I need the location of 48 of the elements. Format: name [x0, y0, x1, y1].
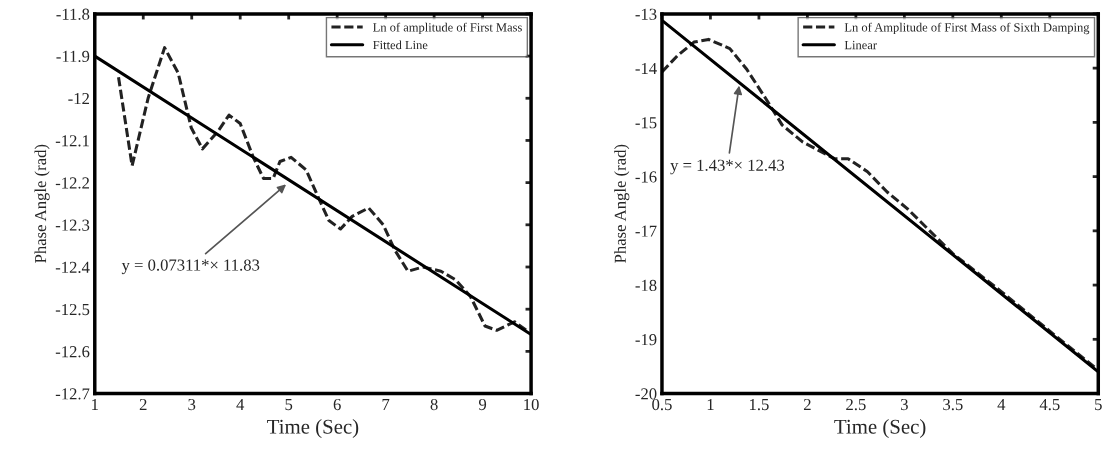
y-tick-label: -12.7 — [55, 388, 90, 400]
x-tick-label: 3.5 — [943, 398, 963, 411]
y-tick-label: -19 — [635, 334, 657, 346]
y-tick-label: -12.2 — [55, 177, 89, 189]
x-tick-label: 1.5 — [749, 398, 769, 411]
x-tick-label: 7 — [382, 399, 390, 410]
y-tick-label: -12.5 — [55, 303, 90, 316]
x-tick-label: 8 — [430, 398, 438, 411]
x-tick-label: 1 — [92, 398, 98, 410]
x-tick-label: 5 — [285, 399, 293, 411]
x-tick-label: 3 — [188, 398, 196, 411]
x-tick-label: 9 — [478, 398, 487, 411]
y-tick-label: -16 — [635, 171, 657, 183]
x-tick-label: 2.5 — [846, 398, 866, 411]
y-axis-title: Phase Angle (rad) — [34, 144, 50, 263]
y-tick-label: -20 — [635, 388, 657, 400]
y-tick-label: -15 — [635, 117, 657, 129]
legend-label: Linear — [844, 40, 877, 50]
annotation: y = 0.07311*× 11.83 — [121, 259, 260, 275]
y-tick-label: -12.4 — [55, 261, 90, 274]
x-tick-label: 5 — [1095, 399, 1102, 411]
x-tick-label: 1 — [707, 398, 714, 410]
x-tick-label: 4.5 — [1039, 399, 1060, 411]
x-tick-label: 10 — [524, 398, 539, 411]
y-tick-label: -12.1 — [55, 135, 89, 147]
x-tick-label: 4 — [997, 399, 1006, 410]
annotation: y = 1.43*× 12.43 — [670, 159, 785, 175]
x-tick-label: 2 — [803, 398, 811, 410]
legend-label: Ln of amplitude of First Mass — [373, 22, 522, 35]
x-tick-label: 4 — [236, 399, 245, 410]
x-axis-title: Time (Sec) — [834, 419, 926, 438]
y-tick-label: -12.3 — [55, 219, 90, 231]
y-tick-label: -14 — [635, 62, 657, 74]
y-tick-label: -18 — [635, 279, 657, 292]
x-axis-title: Time (Sec) — [267, 419, 359, 438]
legend-label: Fitted Line — [373, 40, 428, 50]
y-axis-title: Phase Angle (rad) — [614, 144, 630, 263]
y-tick-label: -11.9 — [56, 50, 90, 63]
y-tick-label: -13 — [635, 8, 657, 20]
y-tick-label: -12.6 — [55, 346, 90, 358]
y-tick-label: -12 — [68, 93, 89, 105]
x-tick-label: 2 — [139, 398, 147, 410]
x-tick-label: 6 — [333, 398, 341, 411]
x-tick-label: 3 — [900, 398, 908, 411]
y-tick-label: -11.8 — [56, 8, 90, 20]
legend-label: Ln of Amplitude of First Mass of Sixth Damping — [844, 22, 1090, 35]
x-tick-label: 0.5 — [652, 398, 672, 411]
y-tick-label: -17 — [635, 225, 657, 237]
